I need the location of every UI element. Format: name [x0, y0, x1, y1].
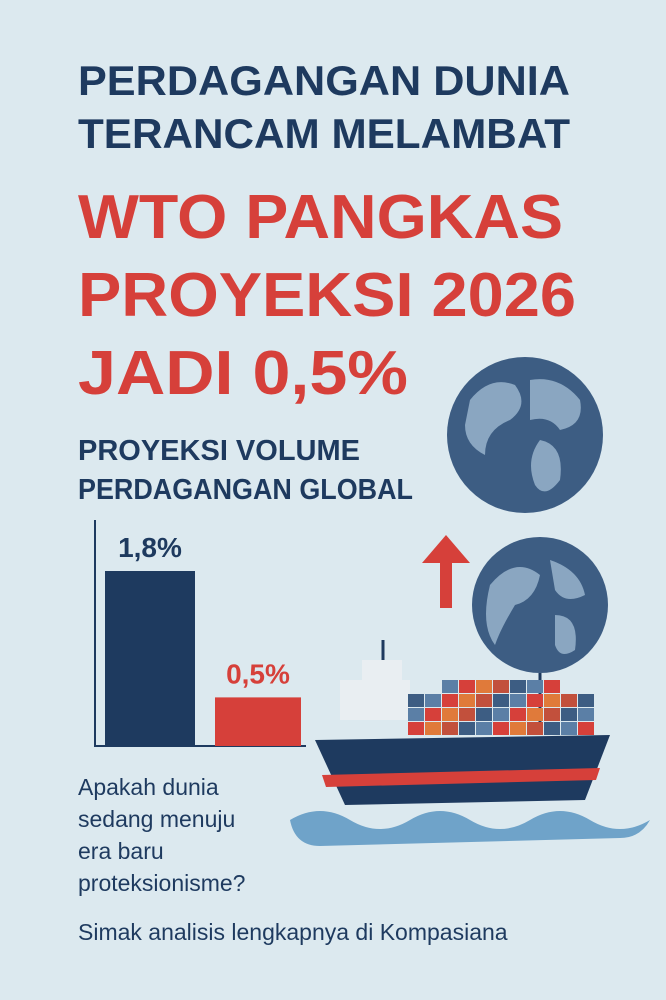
- subheadline: JADI 0,5%: [78, 339, 408, 408]
- bar: [105, 571, 195, 746]
- footer: Simak analisis lengkapnya di Kompasiana: [78, 919, 508, 945]
- question: sedang menuju: [78, 806, 235, 832]
- question: Apakah dunia: [78, 774, 219, 800]
- chart-title: PERDAGANGAN GLOBAL: [78, 474, 413, 506]
- question: era baru: [78, 838, 164, 864]
- value-label: 1,8%: [118, 532, 182, 563]
- bar: [215, 697, 301, 746]
- ship-illustration: [290, 640, 650, 846]
- question: proteksionisme?: [78, 870, 245, 896]
- arrow-icon: [422, 535, 470, 608]
- value-label: 0,5%: [226, 658, 290, 689]
- chart-title: PROYEKSI VOLUME: [78, 435, 360, 467]
- subheadline: PROYEKSI 2026: [78, 261, 576, 330]
- headline: TERANCAM MELAMBAT: [78, 110, 570, 157]
- headline: PERDAGANGAN DUNIA: [78, 57, 570, 104]
- bar-chart: 1,8% 0,5%: [94, 520, 306, 747]
- subheadline: WTO PANGKAS: [78, 183, 563, 252]
